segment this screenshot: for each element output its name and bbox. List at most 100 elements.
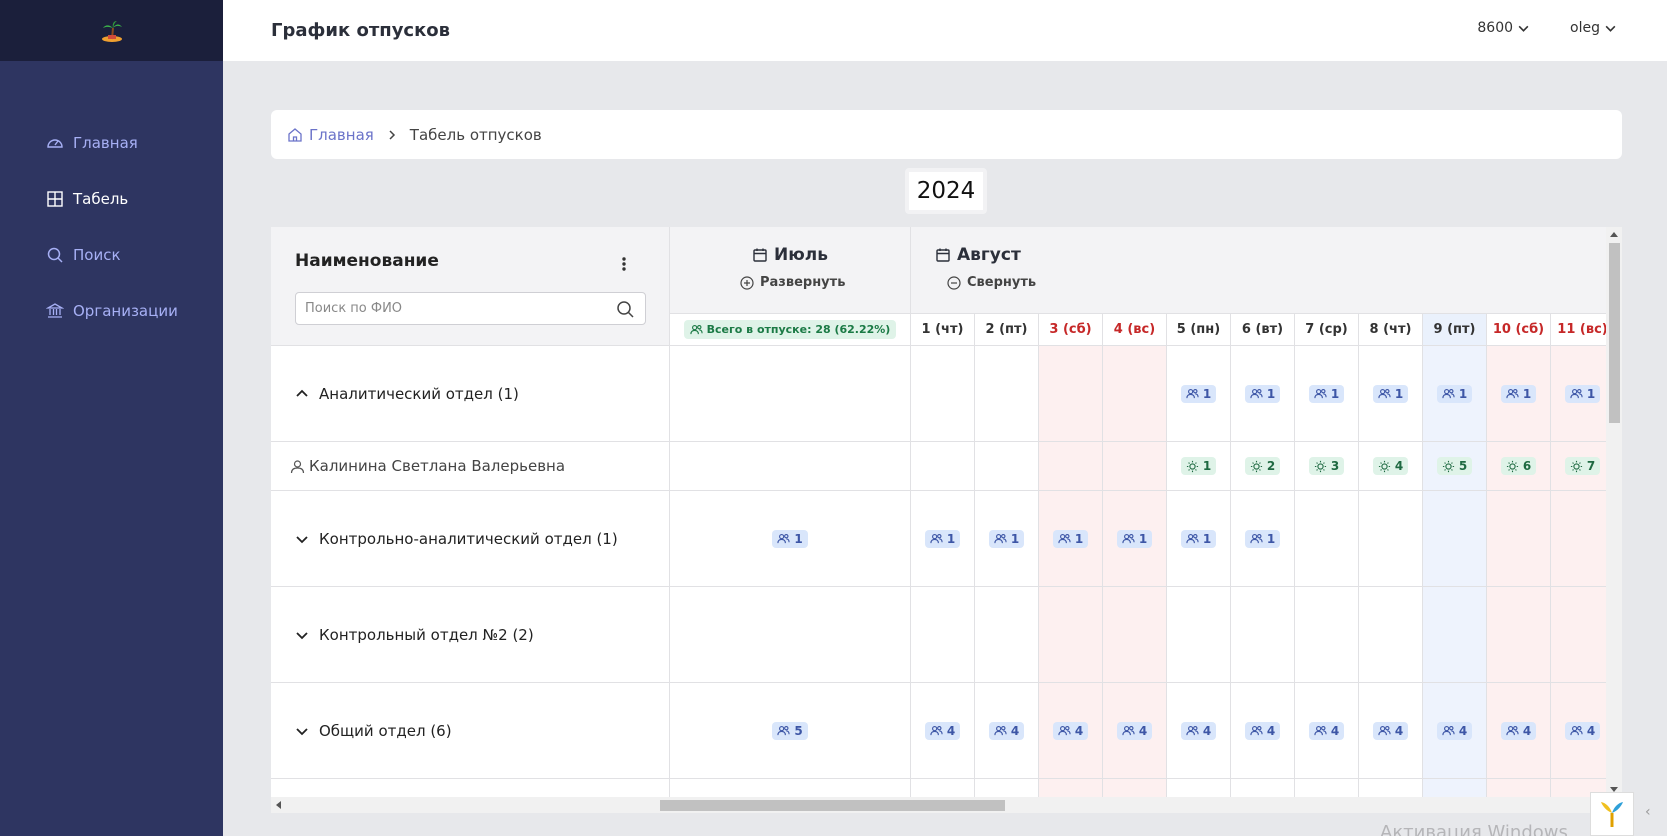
vacation-count-badge[interactable]: 4 [1308,721,1345,740]
department-name: Контрольно-аналитический отдел (1) [319,529,618,548]
department-row[interactable]: Контрольный отдел №2 (2) [271,587,670,683]
vacation-count-badge[interactable]: 4 [1564,721,1601,740]
department-row[interactable] [271,779,670,797]
day-cell [911,442,975,491]
vacation-count-badge[interactable]: 1 [1500,384,1537,403]
day-cell [1231,779,1295,797]
department-row[interactable]: Аналитический отдел (1) [271,346,670,442]
day-cell: 4 [1359,442,1423,491]
vacation-count-badge[interactable]: 1 [988,529,1025,548]
vacation-count-badge[interactable]: 4 [1500,721,1537,740]
day-cell [1039,346,1103,442]
day-cell [1103,779,1167,797]
sun-icon [1570,460,1582,472]
department-row[interactable]: Контрольно-аналитический отдел (1) [271,491,670,587]
day-cell [911,587,975,683]
vacation-count-badge[interactable]: 1 [1052,529,1089,548]
day-cell: 4 [1231,683,1295,779]
department-row[interactable]: Общий отдел (6) [271,683,670,779]
fio-search-field[interactable] [295,292,646,325]
day-cell [1039,587,1103,683]
user-menu-dropdown[interactable]: oleg [1570,20,1617,36]
users-icon [1058,725,1071,736]
vacation-count-badge[interactable]: 1 [1116,529,1153,548]
vacation-count-badge[interactable]: 1 [1244,529,1281,548]
day-cell [911,779,975,797]
sidebar-item-search[interactable]: Поиск [0,227,223,283]
search-icon[interactable] [616,300,635,319]
vacation-count-badge[interactable]: 1 [924,529,961,548]
vacation-count-badge[interactable]: 4 [1436,721,1473,740]
month-name: Июль [774,245,828,265]
sidebar-item-organizations[interactable]: Организации [0,283,223,339]
department-name: Общий отдел (6) [319,721,452,740]
vacation-count-badge[interactable]: 4 [924,721,961,740]
users-icon [1186,725,1199,736]
vacation-count-badge[interactable]: 5 [772,721,808,740]
employee-row[interactable]: Калинина Светлана Валерьевна [271,442,670,491]
users-icon [1506,725,1519,736]
july-summary-cell [670,442,911,491]
assistant-widget-icon[interactable] [1590,792,1634,836]
vacation-count-badge[interactable]: 1 [1244,384,1281,403]
day-cell: 4 [1039,683,1103,779]
expand-month-button[interactable]: Развернуть [740,275,845,290]
more-vertical-icon[interactable] [614,253,634,275]
day-header: 3 (сб) [1039,314,1103,346]
vacation-count-badge[interactable]: 1 [1436,384,1473,403]
sidebar-item-timesheet[interactable]: Табель [0,171,223,227]
horizontal-scrollbar[interactable] [271,797,1606,813]
search-icon [46,246,64,264]
day-header: 5 (пн) [1167,314,1231,346]
horizontal-scroll-thumb[interactable] [660,800,1005,811]
badge-value: 5 [794,723,803,738]
collapse-month-button[interactable]: Свернуть [947,275,1036,290]
sidebar-item-home[interactable]: Главная [0,115,223,171]
vacation-day-badge[interactable]: 2 [1244,457,1281,475]
vacation-day-badge[interactable]: 5 [1436,457,1473,475]
scroll-up-arrow[interactable] [1610,232,1618,237]
vacation-day-badge[interactable]: 6 [1500,457,1537,475]
vertical-scrollbar[interactable] [1606,227,1622,797]
vacation-count-badge[interactable]: 4 [1372,721,1409,740]
chevron-down-icon[interactable] [295,628,309,642]
expand-month-label: Развернуть [760,275,846,290]
vacation-count-badge[interactable]: 4 [988,721,1025,740]
day-cell: 7 [1551,442,1606,491]
vacation-count-badge[interactable]: 4 [1052,721,1089,740]
badge-value: 7 [1586,459,1596,473]
badge-value: 4 [1394,723,1404,738]
badge-value: 3 [1330,459,1340,473]
vacation-count-badge[interactable]: 1 [1180,384,1217,403]
chevron-left-icon[interactable]: ‹ [1645,804,1651,820]
day-cell: 1 [1551,346,1606,442]
year-selector[interactable]: 2024 [905,168,987,214]
chevron-down-icon[interactable] [295,724,309,738]
vertical-scroll-thumb[interactable] [1609,243,1620,423]
chevron-down-icon [1518,25,1529,32]
scroll-down-arrow[interactable] [1610,787,1618,792]
calendar-icon [753,248,767,262]
vacation-count-badge[interactable]: 1 [1564,384,1601,403]
chevron-down-icon[interactable] [295,532,309,546]
vacation-count-badge[interactable]: 1 [1180,529,1217,548]
vacation-day-badge[interactable]: 1 [1180,457,1217,475]
badge-value: 5 [1458,459,1468,473]
day-cell: 2 [1231,442,1295,491]
vacation-count-badge[interactable]: 1 [1308,384,1345,403]
vacation-count-badge[interactable]: 1 [1372,384,1409,403]
vacation-day-badge[interactable]: 3 [1308,457,1345,475]
vacation-count-badge[interactable]: 4 [1180,721,1217,740]
org-select-dropdown[interactable]: 8600 [1477,20,1530,36]
breadcrumb-home-link[interactable]: Главная [287,126,374,144]
vacation-day-badge[interactable]: 7 [1564,457,1601,475]
day-cell: 1 [1231,491,1295,587]
vacation-count-badge[interactable]: 1 [772,529,808,548]
scroll-left-arrow[interactable] [276,801,281,809]
vacation-count-badge[interactable]: 4 [1116,721,1153,740]
fio-search-input[interactable] [296,301,596,316]
vacation-day-badge[interactable]: 4 [1372,457,1409,475]
app-logo[interactable] [0,0,223,61]
chevron-up-icon[interactable] [295,387,309,401]
vacation-count-badge[interactable]: 4 [1244,721,1281,740]
